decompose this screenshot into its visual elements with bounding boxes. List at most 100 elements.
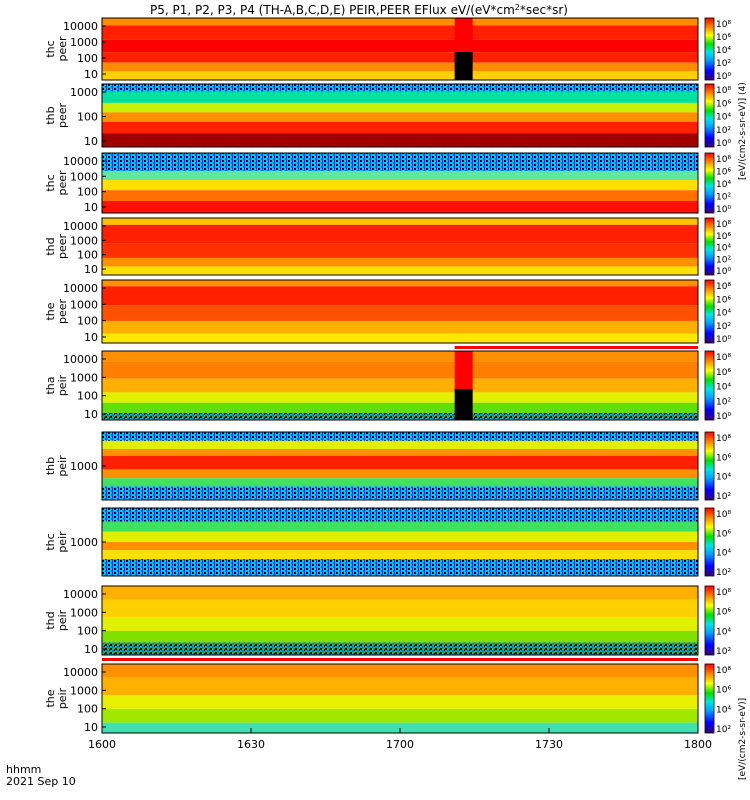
spectrogram-band <box>102 257 698 267</box>
colorbar-tick-label: 10⁸ <box>716 588 731 598</box>
colorbar-tick-label: 10⁴ <box>716 244 731 254</box>
panel-label: thepeir <box>44 687 69 709</box>
colorbar-tick-label: 10⁰ <box>716 205 731 215</box>
y-tick-label: 1000 <box>70 36 98 49</box>
colorbar-tick-label: 10⁰ <box>716 139 731 149</box>
spectrogram-band <box>102 559 698 576</box>
spectrogram-band <box>102 18 698 26</box>
spectrogram-band <box>102 190 698 201</box>
spectrogram-band <box>102 266 698 275</box>
spectrogram-band <box>102 243 698 258</box>
y-tick-label: 10 <box>84 201 98 214</box>
panel-label-line2: peer <box>56 103 69 129</box>
spectrogram-band <box>102 642 698 655</box>
y-tick-label: 10000 <box>63 588 98 601</box>
panel-label-line1: the <box>44 689 57 707</box>
colorbar-tick-label: 10⁶ <box>716 608 731 618</box>
spectrogram-panel: thapeir 10000 1000 100 10 10⁸ 10⁶ 10⁴ 10² 10⁰ <box>44 346 731 422</box>
y-tick-label: 1000 <box>70 606 98 619</box>
panel-label: thbpeir <box>44 455 69 477</box>
spectrogram-band <box>102 542 698 551</box>
spectrogram-band <box>102 664 698 678</box>
panel-label-line2: peir <box>56 531 69 553</box>
colorbar <box>704 217 715 276</box>
spectrogram-band <box>102 617 698 631</box>
x-tick-label: 1600 <box>88 738 116 751</box>
y-tick-label: 100 <box>77 625 98 638</box>
panel-label-line1: the <box>44 302 57 320</box>
y-tick-label: 1000 <box>70 684 98 697</box>
colorbar-tick-label: 10⁶ <box>716 232 731 242</box>
colorbar <box>704 507 715 577</box>
spectrogram-band <box>102 378 698 393</box>
spectrogram-band <box>102 25 698 40</box>
panel-frame <box>101 17 699 81</box>
colorbar-tick-label: 10⁴ <box>716 473 731 483</box>
x-tick-label: 1730 <box>535 738 563 751</box>
spectrogram-band <box>102 708 698 723</box>
spectrogram-panel: thdpeir 10000 1000 100 10 10⁸ 10⁶ 10⁴ 10² <box>44 585 731 657</box>
colorbar-tick-label: 10² <box>716 126 731 136</box>
panel-label-line1: tha <box>44 376 57 394</box>
spectrogram-band <box>102 351 698 362</box>
panel-frame <box>101 152 699 214</box>
colorbar-tick-label: 10⁶ <box>716 33 731 43</box>
y-tick-label: 1000 <box>70 536 98 549</box>
colorbar-tick-label: 10⁴ <box>716 309 731 319</box>
y-tick-label: 1000 <box>70 170 98 183</box>
panel-label-line2: peir <box>56 687 69 709</box>
panel-label-line2: peer <box>56 299 69 325</box>
spectrogram-panel: thepeer 10000 1000 100 10 10⁸ 10⁶ 10⁴ 10² 10⁰ <box>44 279 731 345</box>
spectrogram-band <box>102 39 698 53</box>
spectrogram-band <box>102 586 698 600</box>
colorbar <box>704 83 715 148</box>
spectrogram-band <box>102 630 698 643</box>
panel-label-line1: thd <box>44 237 57 255</box>
colorbar-tick-label: 10² <box>716 255 731 265</box>
colorbar-tick-label: 10⁸ <box>716 86 731 96</box>
spectrogram-band <box>102 478 698 487</box>
spectrogram-band <box>102 469 698 479</box>
colorbar-tick-label: 10⁶ <box>716 168 731 178</box>
panel-label: thdpeer <box>44 234 69 260</box>
spectrogram-band <box>102 449 698 456</box>
spectrogram-band <box>102 112 698 122</box>
panel-label-line2: peer <box>56 170 69 196</box>
colorbar-tick-label: 10² <box>716 492 731 502</box>
panel-label-line2: peer <box>56 36 69 62</box>
colorbar <box>704 17 715 81</box>
panel-label-line1: thc <box>44 40 57 57</box>
colorbar <box>704 350 715 421</box>
colorbar-tick-label: 10⁶ <box>716 686 731 696</box>
y-tick-label: 10000 <box>63 155 98 168</box>
spectrogram-band <box>102 280 698 287</box>
spectrogram-panel: thbpeir 1000 10⁸ 10⁶ 10⁴ 10² <box>44 431 731 502</box>
colorbar-tick-label: 10⁸ <box>716 510 731 520</box>
colorbar-tick-label: 10⁴ <box>716 383 731 393</box>
colorbar-tick-label: 10² <box>716 725 731 735</box>
spectrogram-band <box>102 695 698 709</box>
colorbar-tick-label: 10⁸ <box>716 434 731 444</box>
colorbar-tick-label: 10² <box>716 193 731 203</box>
colorbar-tick-label: 10⁸ <box>716 666 731 676</box>
y-tick-label: 100 <box>77 703 98 716</box>
y-tick-label: 100 <box>77 52 98 65</box>
colorbar-tick-label: 10⁶ <box>716 453 731 463</box>
panel-label: thdpeir <box>44 609 69 631</box>
colorbar <box>704 663 715 734</box>
y-tick-label: 100 <box>77 390 98 403</box>
panel-label: thcpeer <box>44 170 69 196</box>
panel-label-line1: thc <box>44 174 57 191</box>
y-tick-label: 1000 <box>70 298 98 311</box>
spectrogram-band <box>102 432 698 441</box>
spectrogram-band <box>102 153 698 171</box>
panel-frame <box>101 585 699 656</box>
colorbar <box>704 585 715 656</box>
y-tick-label: 100 <box>77 249 98 262</box>
panel-label: thepeer <box>44 299 69 325</box>
colorbar-tick-label: 10⁸ <box>716 220 731 230</box>
y-tick-label: 10000 <box>63 282 98 295</box>
panel-frame <box>101 279 699 344</box>
mode-bar <box>102 658 698 661</box>
